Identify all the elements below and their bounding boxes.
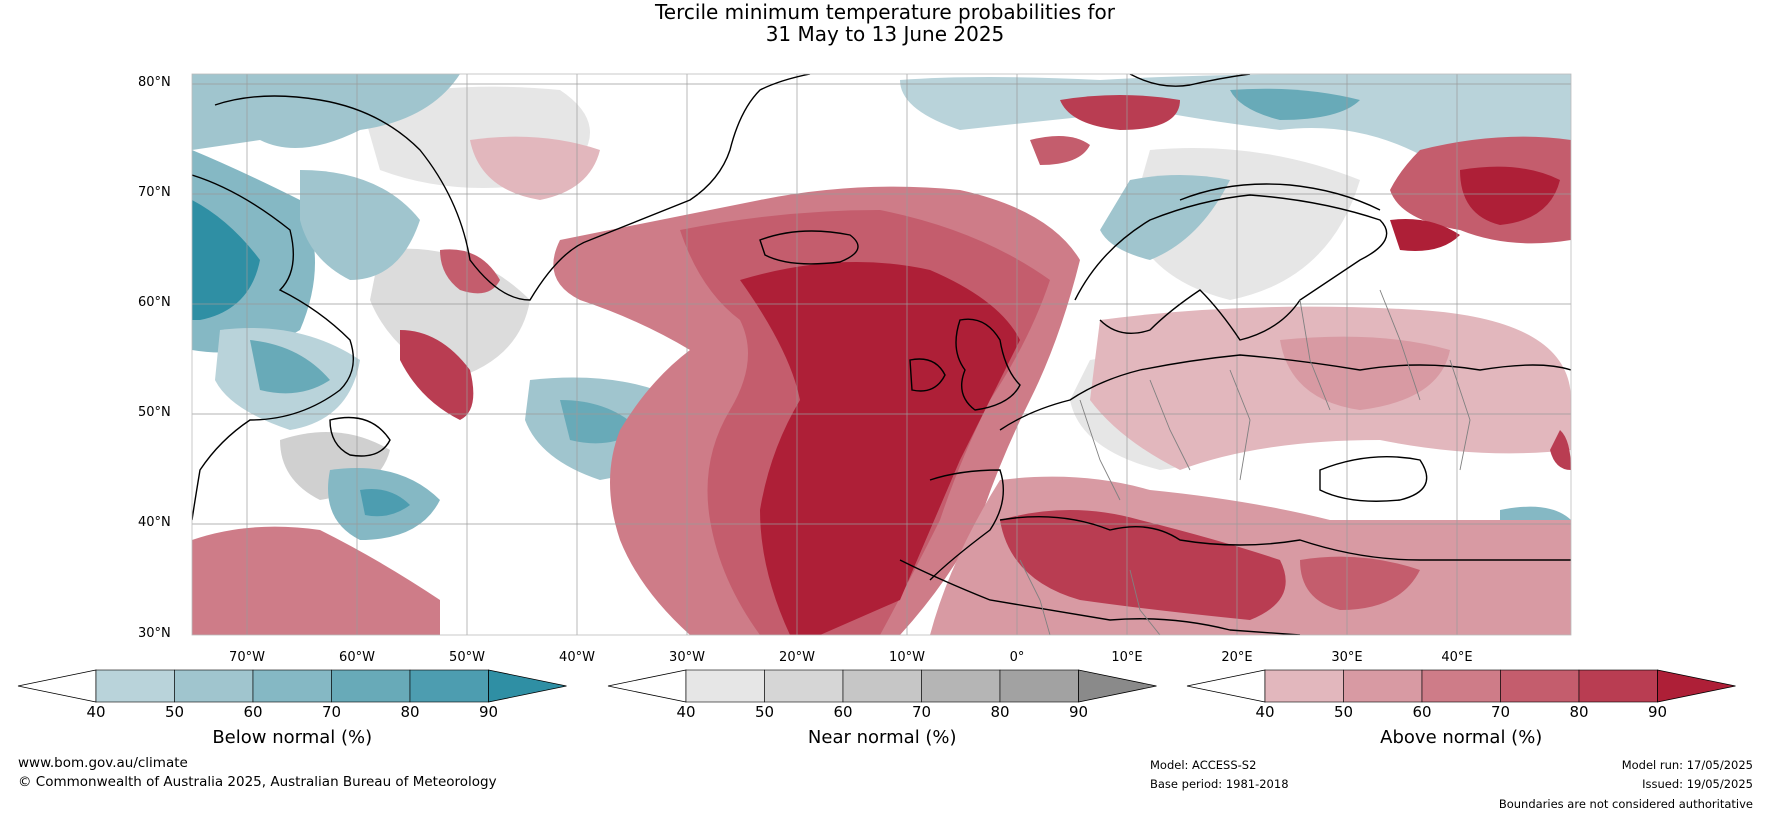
colorbar-below-title: Below normal (%) [212, 727, 373, 748]
colorbar-near-title: Near normal (%) [807, 727, 957, 748]
map-title-line2: 31 May to 13 June 2025 [765, 22, 1005, 46]
lon-label-0: 0° [1009, 650, 1025, 665]
colorbar-above-tick-label: 70 [1490, 703, 1511, 721]
colorbar-above-segment [1500, 669, 1580, 703]
graticule [192, 74, 1571, 635]
colorbar-below-segment [252, 669, 332, 703]
lat-label-70n: 70°N [138, 185, 171, 200]
lon-label-30e: 30°E [1331, 650, 1363, 665]
colorbar-near-tick-label: 90 [1068, 703, 1089, 721]
lon-label-20e: 20°E [1221, 650, 1253, 665]
colorbar-below-tick-label: 60 [243, 703, 263, 721]
colorbar-above-tick-label: 40 [1255, 703, 1275, 721]
colorbar-below-tick-label: 40 [86, 703, 106, 721]
colorbar-below-segment [331, 669, 411, 703]
colorbar-below-segment [409, 669, 489, 703]
colorbar-below-segment [95, 669, 175, 703]
colorbar-above-segment [1264, 669, 1344, 703]
colorbar-near-tick-label: 50 [754, 703, 775, 721]
lon-label-40e: 40°E [1441, 650, 1473, 665]
colorbar-near-low-arrow [607, 669, 687, 703]
lon-label-10e: 10°E [1111, 650, 1143, 665]
lon-label-60w: 60°W [339, 650, 375, 665]
colorbar-below-low-arrow [17, 669, 97, 703]
lon-label-40w: 40°W [559, 650, 595, 665]
colorbar-above-tick-label: 60 [1412, 703, 1432, 721]
disclaimer-text: Boundaries are not considered authoritat… [1498, 797, 1753, 811]
lon-label-70w: 70°W [229, 650, 265, 665]
lon-label-50w: 50°W [449, 650, 485, 665]
colorbar-above-tick-label: 90 [1647, 703, 1668, 721]
colorbar-near-segment [842, 669, 922, 703]
borders [1019, 289, 1471, 635]
map-title-line1: Tercile minimum temperature probabilitie… [654, 0, 1116, 24]
lat-label-50n: 50°N [138, 405, 171, 420]
colorbar-above-title: Above normal (%) [1380, 727, 1543, 748]
colorbar-near-segment [921, 669, 1001, 703]
colorbar-above-segment [1343, 669, 1423, 703]
colorbar-below-tick-label: 70 [321, 703, 342, 721]
map-area [192, 74, 1571, 635]
website-text: www.bom.gov.au/climate [18, 755, 188, 771]
lon-label-20w: 20°W [779, 650, 815, 665]
colorbar-above-tick-label: 80 [1569, 703, 1589, 721]
model-text: Model: ACCESS-S2 [1150, 758, 1257, 772]
copyright-text: © Commonwealth of Australia 2025, Austra… [18, 774, 497, 790]
colorbar-below-tick-label: 50 [164, 703, 185, 721]
colorbar-near-tick-label: 60 [833, 703, 853, 721]
colorbar-below-high-arrow [488, 669, 567, 703]
colorbar-above-tick-label: 50 [1333, 703, 1354, 721]
colorbar-near-tick-label: 70 [911, 703, 932, 721]
coastlines [192, 74, 1571, 635]
lat-label-30n: 30°N [138, 626, 171, 641]
colorbar-below-tick-label: 90 [478, 703, 499, 721]
lat-label-40n: 40°N [138, 515, 171, 530]
colorbar-near-segment [685, 669, 765, 703]
model-run-text: Model run: 17/05/2025 [1621, 758, 1753, 772]
colorbar-above-high-arrow [1657, 669, 1736, 703]
lat-label-80n: 80°N [138, 75, 171, 90]
issued-text: Issued: 19/05/2025 [1642, 777, 1753, 791]
colorbar-near-segment [764, 669, 844, 703]
colorbar-near-tick-label: 40 [676, 703, 696, 721]
lon-label-30w: 30°W [669, 650, 705, 665]
colorbar-near-high-arrow [1078, 669, 1157, 703]
colorbar-above-low-arrow [1186, 669, 1266, 703]
colorbar-near-segment [999, 669, 1079, 703]
colorbars [17, 669, 1736, 703]
colorbar-above-segment [1578, 669, 1658, 703]
colorbar-below-segment [174, 669, 254, 703]
colorbar-above-segment [1421, 669, 1501, 703]
colorbar-near-tick-label: 80 [990, 703, 1010, 721]
lat-label-60n: 60°N [138, 295, 171, 310]
lon-label-10w: 10°W [889, 650, 925, 665]
colorbar-below-tick-label: 80 [400, 703, 420, 721]
base-period-text: Base period: 1981-2018 [1150, 777, 1289, 791]
